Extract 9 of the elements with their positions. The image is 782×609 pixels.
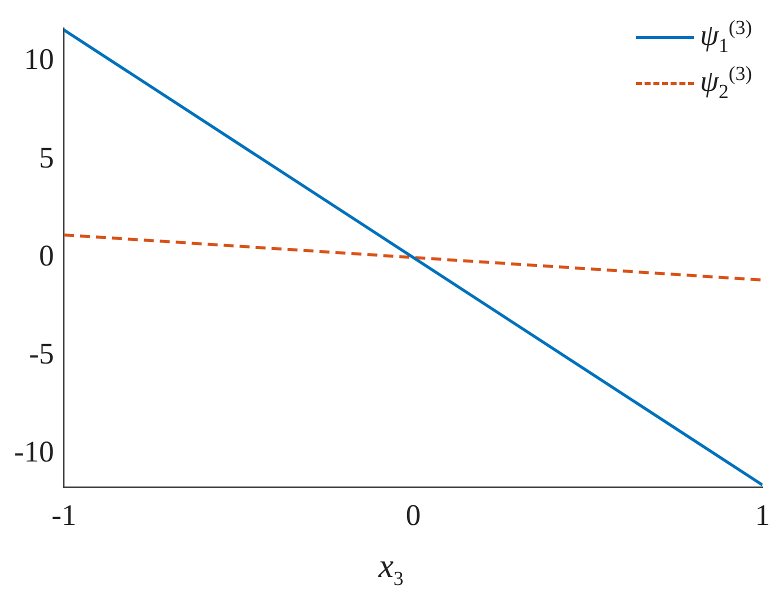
x-tick-label: -1 bbox=[51, 498, 76, 532]
x-axis-title: x$_{3}$ bbox=[377, 548, 405, 591]
y-tick-label: -10 bbox=[14, 436, 54, 469]
y-tick-label: 10 bbox=[24, 43, 54, 76]
x-tick-label: 1 bbox=[755, 498, 770, 532]
y-tick-label: 5 bbox=[38, 141, 54, 174]
y-tick-label: -5 bbox=[28, 337, 54, 370]
y-tick-label: 0 bbox=[38, 239, 54, 272]
x-tick-label: 0 bbox=[406, 498, 421, 532]
